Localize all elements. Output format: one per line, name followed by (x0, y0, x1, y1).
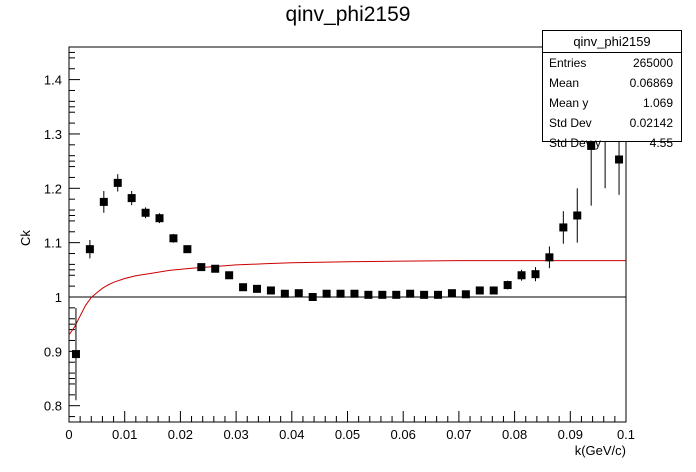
data-point (322, 289, 331, 298)
y-tick-label: 1.1 (44, 236, 62, 251)
x-tick-label: 0.02 (168, 427, 193, 442)
data-point (141, 208, 150, 217)
x-tick-label: 0.08 (502, 427, 527, 442)
stats-row-mean-y: Mean y 1.069 (543, 93, 681, 113)
data-point (461, 290, 470, 299)
x-tick-label: 0 (65, 427, 72, 442)
stats-row-std-dev-y: Std Dev y 4.55 (543, 133, 681, 153)
data-point (392, 290, 401, 299)
x-tick-label: 0.01 (112, 427, 137, 442)
fit-curve (68, 260, 626, 336)
data-point (183, 245, 192, 254)
data-point (85, 245, 94, 254)
data-point (531, 270, 540, 279)
stats-label: Std Dev (549, 116, 592, 130)
data-point (475, 286, 484, 295)
stats-box: qinv_phi2159 Entries 265000 Mean 0.06869… (542, 30, 682, 150)
stats-value: 265000 (632, 56, 673, 70)
data-point (336, 289, 345, 298)
x-tick-label: 0.09 (558, 427, 583, 442)
data-point (71, 350, 80, 359)
x-tick-label: 0.06 (391, 427, 416, 442)
data-point (113, 178, 122, 187)
data-point (447, 289, 456, 298)
stats-row-mean: Mean 0.06869 (543, 73, 681, 93)
data-point (155, 214, 164, 223)
stats-box-title: qinv_phi2159 (543, 31, 681, 53)
data-point (420, 290, 429, 299)
data-point (503, 281, 512, 290)
data-point (294, 289, 303, 298)
data-point (211, 264, 220, 273)
data-point (587, 141, 596, 150)
data-point (517, 271, 526, 280)
stats-label: Mean (549, 76, 580, 90)
chart-title: qinv_phi2159 (285, 3, 411, 26)
data-point (308, 293, 317, 301)
data-point (378, 290, 387, 299)
stats-value: 0.02142 (629, 116, 673, 130)
x-tick-label: 0.07 (446, 427, 471, 442)
data-point (239, 283, 248, 292)
data-point (197, 263, 206, 272)
stats-value: 4.55 (649, 136, 673, 150)
stats-row-std-dev: Std Dev 0.02142 (543, 113, 681, 133)
x-tick-label: 0.03 (223, 427, 248, 442)
y-tick-label: 0.8 (44, 399, 62, 414)
y-tick-label: 0.9 (44, 344, 62, 359)
data-point (252, 284, 261, 293)
data-point (266, 286, 275, 295)
stats-value: 1.069 (642, 96, 673, 110)
data-point (434, 290, 443, 299)
data-point (364, 290, 373, 299)
y-tick-label: 1.4 (44, 73, 62, 88)
data-point (169, 234, 178, 243)
x-tick-label: 0.1 (617, 427, 635, 442)
x-tick-label: 0.04 (279, 427, 304, 442)
data-point (559, 223, 568, 232)
stats-label: Mean y (549, 96, 589, 110)
stats-label: Entries (549, 56, 587, 70)
y-tick-label: 1.2 (44, 181, 62, 196)
y-axis-label: Ck (18, 230, 33, 246)
data-point (573, 211, 582, 220)
x-axis-label: k(GeV/c) (575, 443, 626, 458)
data-point (350, 289, 359, 298)
data-point (280, 289, 289, 298)
stats-value: 0.06869 (629, 76, 673, 90)
data-point (225, 271, 234, 280)
stats-label: Std Dev y (549, 136, 602, 150)
data-point (545, 253, 554, 262)
data-point (489, 286, 498, 295)
stats-row-entries: Entries 265000 (543, 53, 681, 73)
data-point (99, 197, 108, 206)
data-point (406, 289, 415, 298)
x-tick-label: 0.05 (335, 427, 360, 442)
data-point (615, 155, 624, 164)
y-tick-label: 1.3 (44, 127, 62, 142)
y-tick-label: 1 (55, 290, 62, 305)
data-point (127, 194, 136, 203)
